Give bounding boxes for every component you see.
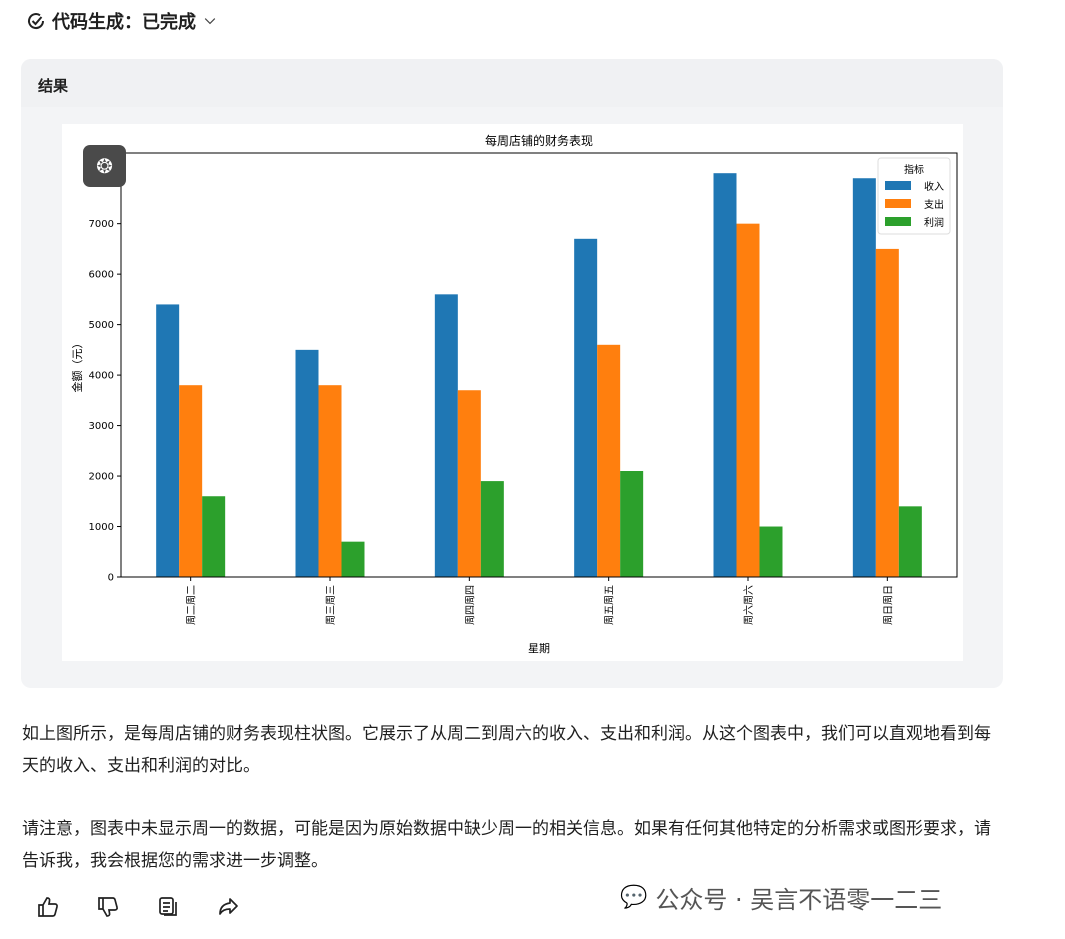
watermark-text: 公众号 · 吴言不语零一二三 — [655, 886, 943, 914]
bar-支出-5 — [875, 248, 899, 577]
y-tick-label: 4000 — [89, 371, 114, 382]
bar-利润-3 — [620, 471, 644, 577]
response-paragraph-2: 请注意，图表中未显示周一的数据，可能是因为原始数据中缺少周一的相关信息。如果有任… — [22, 819, 991, 871]
legend-swatch — [885, 181, 911, 190]
chart-title: 每周店铺的财务表现 — [485, 133, 593, 148]
thumbs-down-icon[interactable] — [96, 895, 122, 921]
watermark: 💬 公众号 · 吴言不语零一二三 — [620, 880, 942, 915]
legend-label: 支出 — [924, 198, 944, 211]
plot-frame — [120, 152, 958, 578]
y-axis-label: 金额（元） — [70, 338, 84, 393]
y-tick-label: 7000 — [89, 219, 114, 230]
legend-label: 收入 — [924, 180, 944, 193]
y-tick-label: 3000 — [89, 421, 114, 432]
share-icon[interactable] — [216, 895, 242, 921]
y-tick-label: 0 — [108, 573, 114, 584]
bar-支出-1 — [318, 385, 342, 577]
card-title: 结果 — [38, 77, 69, 95]
bar-支出-0 — [179, 385, 203, 577]
bar-收入-3 — [574, 238, 598, 578]
x-tick-label: 周三周三 — [325, 585, 337, 625]
bar-收入-0 — [156, 304, 180, 577]
bar-收入-1 — [295, 349, 319, 577]
legend-swatch — [885, 217, 911, 226]
y-tick-label: 1000 — [89, 522, 114, 533]
x-tick-label: 周四周四 — [464, 585, 476, 625]
x-tick-label: 周五周五 — [604, 585, 616, 625]
legend-swatch — [885, 199, 911, 208]
result-card: 结果 每周店铺的财务表现 0 1000 2000 3000 4000 5000 6000 70… — [21, 59, 1003, 688]
bar-利润-4 — [759, 526, 783, 577]
bar-chart: 每周店铺的财务表现 01000200030004000500060007000 … — [70, 133, 958, 655]
bar-利润-2 — [480, 481, 504, 577]
bar-收入-5 — [852, 178, 876, 577]
x-tick-label: 周二周二 — [186, 585, 198, 625]
status-label: 代码生成：已完成 — [52, 12, 196, 33]
y-tick-label: 6000 — [89, 270, 114, 281]
x-tick-label: 周日周日 — [882, 585, 894, 625]
bar-支出-3 — [597, 344, 621, 577]
bar-利润-5 — [898, 506, 922, 577]
bar-支出-4 — [736, 223, 760, 577]
code-generation-status[interactable]: 代码生成：已完成 — [26, 8, 218, 34]
legend-label: 利润 — [924, 216, 944, 229]
brain-icon-button[interactable]: ❂ — [83, 145, 126, 187]
y-tick-label: 2000 — [89, 472, 114, 483]
thumbs-up-icon[interactable] — [36, 895, 62, 921]
response-paragraph-1: 如上图所示，是每周店铺的财务表现柱状图。它展示了从周二到周六的收入、支出和利润。… — [22, 724, 991, 776]
x-tick-label: 周六周六 — [743, 585, 755, 625]
legend-title: 指标 — [904, 163, 924, 176]
bar-利润-0 — [202, 496, 226, 577]
y-tick-label: 5000 — [89, 320, 114, 331]
chevron-down-icon[interactable] — [202, 11, 218, 31]
bar-利润-1 — [341, 541, 365, 577]
wechat-icon: 💬 — [620, 885, 648, 910]
x-axis-label: 星期 — [528, 642, 550, 655]
bar-收入-4 — [713, 173, 737, 577]
bar-收入-2 — [434, 294, 458, 577]
action-bar — [36, 895, 242, 921]
chart-image: 每周店铺的财务表现 0 1000 2000 3000 4000 5000 6000 7000 … — [62, 124, 963, 661]
bar-支出-2 — [457, 390, 481, 577]
check-circle-icon — [28, 13, 45, 30]
copy-icon[interactable] — [156, 895, 182, 921]
